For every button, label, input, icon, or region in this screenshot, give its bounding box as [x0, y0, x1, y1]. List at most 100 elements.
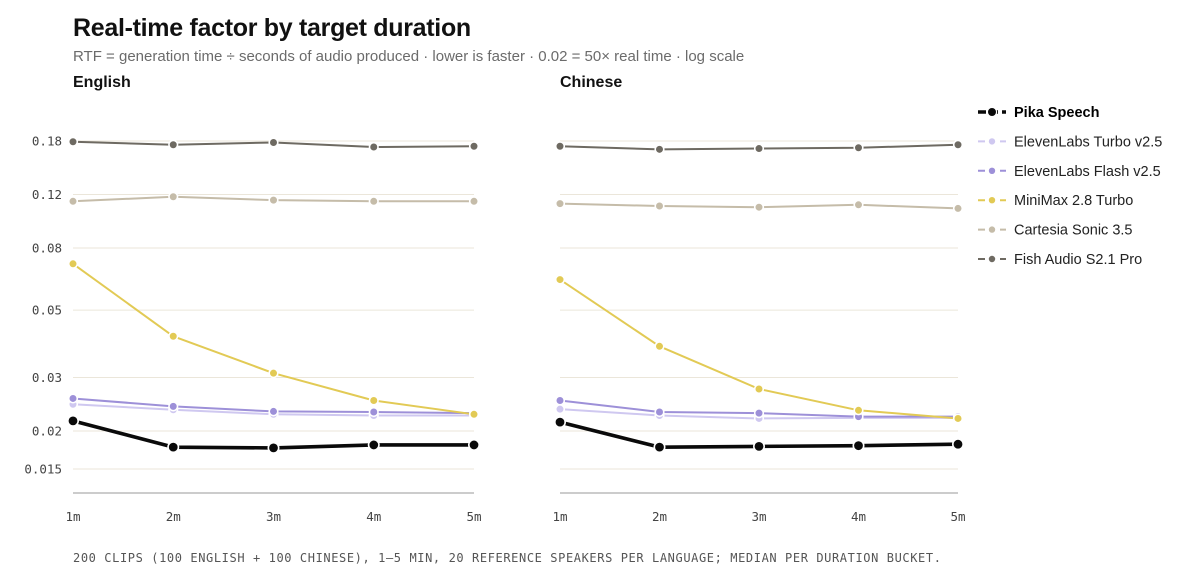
data-point — [368, 196, 379, 207]
data-point — [67, 258, 79, 269]
data-point — [167, 441, 180, 454]
series-line — [559, 278, 959, 420]
legend-item-elevenlabs-turbo-v2-5: ElevenLabs Turbo v2.5 — [978, 134, 1162, 150]
x-tick-label: 1m — [65, 509, 80, 524]
data-point — [67, 393, 79, 404]
x-tick-label: 3m — [751, 509, 766, 524]
x-tick-label: 1m — [552, 509, 567, 524]
data-point — [467, 438, 480, 451]
legend-label: ElevenLabs Flash v2.5 — [1014, 164, 1161, 180]
series-fish-audio-s2-1-pro-english — [67, 136, 480, 153]
legend-swatch-marker — [987, 254, 997, 264]
data-point — [752, 440, 765, 453]
legend-label: ElevenLabs Turbo v2.5 — [1014, 134, 1162, 150]
data-point — [468, 409, 480, 420]
chart-subtitle: RTF = generation time ÷ seconds of audio… — [73, 48, 745, 65]
data-point — [852, 439, 865, 452]
y-tick-label: 0.18 — [32, 134, 62, 149]
data-point — [468, 141, 480, 152]
legend-swatch-marker — [987, 136, 997, 146]
legend-label: Fish Audio S2.1 Pro — [1014, 252, 1142, 268]
series-fish-audio-s2-1-pro-chinese — [554, 139, 964, 155]
data-point — [753, 408, 765, 419]
data-point — [853, 142, 864, 153]
x-tick-label: 5m — [466, 509, 481, 524]
data-point — [952, 139, 964, 150]
y-tick-label: 0.05 — [32, 303, 62, 318]
y-tick-label: 0.015 — [24, 462, 62, 477]
y-tick-label: 0.03 — [32, 370, 62, 385]
data-point — [67, 136, 79, 147]
data-point — [368, 395, 379, 406]
data-point — [468, 196, 480, 207]
data-point — [554, 141, 566, 152]
x-tick-label: 3m — [266, 509, 281, 524]
data-point — [654, 144, 665, 155]
x-tick-label: 2m — [652, 509, 667, 524]
data-point — [653, 441, 666, 454]
data-point — [952, 413, 964, 424]
x-tick-label: 4m — [851, 509, 866, 524]
data-point — [67, 196, 79, 207]
legend-swatch-marker — [987, 166, 997, 176]
series-cartesia-sonic-3-5-chinese — [554, 198, 964, 214]
data-point — [268, 406, 279, 417]
x-tick-label: 5m — [950, 509, 965, 524]
data-point — [368, 406, 379, 418]
data-point — [268, 137, 279, 148]
data-point — [853, 199, 864, 210]
data-point — [368, 141, 379, 153]
series-pika-speech-english — [67, 414, 480, 454]
data-point — [654, 200, 665, 212]
data-point — [267, 441, 280, 454]
data-point — [554, 395, 566, 406]
legend-swatch-marker — [986, 106, 998, 118]
data-point — [67, 414, 80, 427]
legend-item-pika-speech: Pika Speech — [978, 105, 1099, 121]
y-tick-label: 0.02 — [32, 424, 62, 439]
data-point — [951, 438, 964, 451]
legend-swatch-marker — [987, 225, 997, 235]
series-minimax-2-8-turbo-english — [67, 258, 480, 420]
data-point — [268, 195, 279, 206]
panel-title-english: English — [73, 74, 131, 91]
legend-swatch-marker — [987, 195, 997, 205]
data-point — [168, 331, 179, 342]
x-tick-label: 4m — [366, 509, 381, 524]
series-cartesia-sonic-3-5-english — [67, 191, 480, 207]
chart-footnote: 200 CLIPS (100 ENGLISH + 100 CHINESE), 1… — [73, 551, 942, 565]
data-point — [952, 203, 964, 214]
data-point — [168, 139, 179, 150]
data-point — [168, 401, 179, 412]
series-pika-speech-chinese — [553, 416, 964, 454]
data-point — [554, 404, 566, 415]
panel-title-chinese: Chinese — [560, 74, 622, 91]
series-line — [72, 262, 475, 416]
data-point — [753, 202, 765, 213]
data-point — [654, 406, 665, 418]
legend-item-cartesia-sonic-3-5: Cartesia Sonic 3.5 — [978, 223, 1132, 239]
data-point — [554, 198, 566, 209]
data-point — [367, 438, 380, 451]
legend-label: Pika Speech — [1014, 105, 1099, 121]
y-tick-label: 0.08 — [32, 241, 62, 256]
legend-label: MiniMax 2.8 Turbo — [1014, 193, 1133, 209]
data-point — [168, 191, 179, 202]
data-point — [654, 341, 665, 352]
legend-item-elevenlabs-flash-v2-5: ElevenLabs Flash v2.5 — [978, 164, 1161, 180]
data-point — [553, 416, 566, 429]
data-point — [853, 405, 864, 416]
x-tick-label: 2m — [166, 509, 181, 524]
chart-title: Real-time factor by target duration — [73, 14, 471, 42]
legend: Pika Speech ElevenLabs Turbo v2.5 ElevenLa… — [978, 105, 1162, 268]
legend-item-fish-audio-s2-1-pro: Fish Audio S2.1 Pro — [978, 252, 1142, 268]
y-tick-label: 0.12 — [32, 187, 62, 202]
data-point — [268, 368, 279, 379]
legend-item-minimax-2-8-turbo: MiniMax 2.8 Turbo — [978, 193, 1133, 209]
data-point — [753, 383, 765, 395]
legend-label: Cartesia Sonic 3.5 — [1014, 223, 1132, 239]
data-point — [554, 274, 566, 285]
series-elevenlabs-flash-v2-5-chinese — [554, 395, 964, 422]
data-point — [753, 143, 765, 154]
